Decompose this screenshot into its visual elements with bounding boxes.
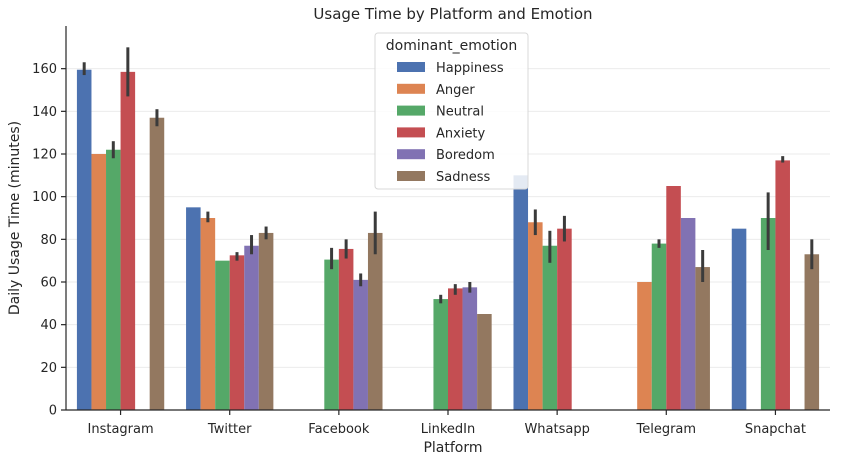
bar-sadness-snapchat [804,254,820,410]
bar-boredom-twitter [244,245,259,410]
x-tick-label: Telegram [635,422,696,437]
legend-title: dominant_emotion [386,38,517,54]
bar-anger-whatsapp [528,222,543,410]
bar-neutral-snapchat [760,218,776,410]
bar-anxiety-twitter [229,255,245,410]
bar-boredom-telegram [680,218,696,410]
bar-sadness-linkedin [477,314,492,410]
y-tick-label: 60 [40,276,57,291]
y-tick-label: 40 [40,318,57,333]
x-tick-label: Instagram [88,422,154,437]
bar-sadness-instagram [149,117,165,410]
x-tick-label: LinkedIn [421,422,475,437]
bars [76,69,820,410]
bar-happiness-twitter [186,207,201,410]
bar-neutral-twitter [215,260,230,410]
bar-neutral-instagram [106,149,121,410]
bar-neutral-whatsapp [542,245,558,410]
bar-neutral-telegram [651,243,667,410]
bar-happiness-whatsapp [513,175,529,410]
legend-label-neutral: Neutral [436,105,484,120]
legend-label-boredom: Boredom [436,148,495,163]
bar-anxiety-whatsapp [557,228,572,410]
legend-swatch-anger [397,83,425,94]
y-tick-label: 80 [40,233,57,248]
chart-title: Usage Time by Platform and Emotion [313,5,592,23]
legend-label-anger: Anger [436,83,475,98]
y-tick-label: 120 [32,148,57,163]
bar-anger-twitter [200,218,216,410]
bar-happiness-instagram [76,69,92,410]
legend-swatch-sadness [397,171,425,181]
bar-neutral-facebook [324,259,339,410]
bar-happiness-snapchat [731,228,747,410]
legend-swatch-happiness [397,62,425,72]
legend-swatch-anxiety [397,127,425,138]
y-tick-label: 140 [32,105,57,120]
bar-anxiety-linkedin [448,288,463,410]
x-tick-label: Snapchat [745,422,806,437]
legend-label-sadness: Sadness [436,170,490,185]
bar-anger-telegram [637,282,652,410]
x-axis-label: Platform [423,440,482,456]
bar-sadness-twitter [258,232,274,410]
legend-swatch-boredom [397,149,425,160]
legend: dominant_emotion Happiness Anger Neutral Anx… [374,32,529,190]
bar-anxiety-facebook [338,248,354,410]
legend-label-happiness: Happiness [436,61,504,76]
bar-anxiety-telegram [666,186,681,410]
y-tick-label: 160 [32,62,57,77]
bar-sadness-telegram [695,267,710,410]
x-tick-label: Twitter [207,422,252,437]
x-tick-label: Facebook [308,422,370,437]
legend-label-anxiety: Anxiety [436,126,486,141]
bar-anxiety-instagram [120,71,136,410]
error-bars [82,47,814,304]
bar-boredom-linkedin [462,287,478,410]
legend-swatch-neutral [397,105,425,116]
y-tick-label: 0 [49,404,57,419]
bar-neutral-linkedin [433,299,448,410]
y-tick-label: 20 [40,361,57,376]
axes: 0 20 40 60 80 100 120 140 160 Instagram Twitter Fac… [32,26,830,437]
y-tick-label: 100 [32,190,57,205]
bar-boredom-facebook [353,279,368,410]
bar-sadness-facebook [367,232,383,410]
bar-anger-instagram [91,154,107,410]
x-tick-label: Whatsapp [524,422,589,437]
y-axis-label: Daily Usage Time (minutes) [7,121,23,315]
bar-anxiety-snapchat [775,160,790,410]
